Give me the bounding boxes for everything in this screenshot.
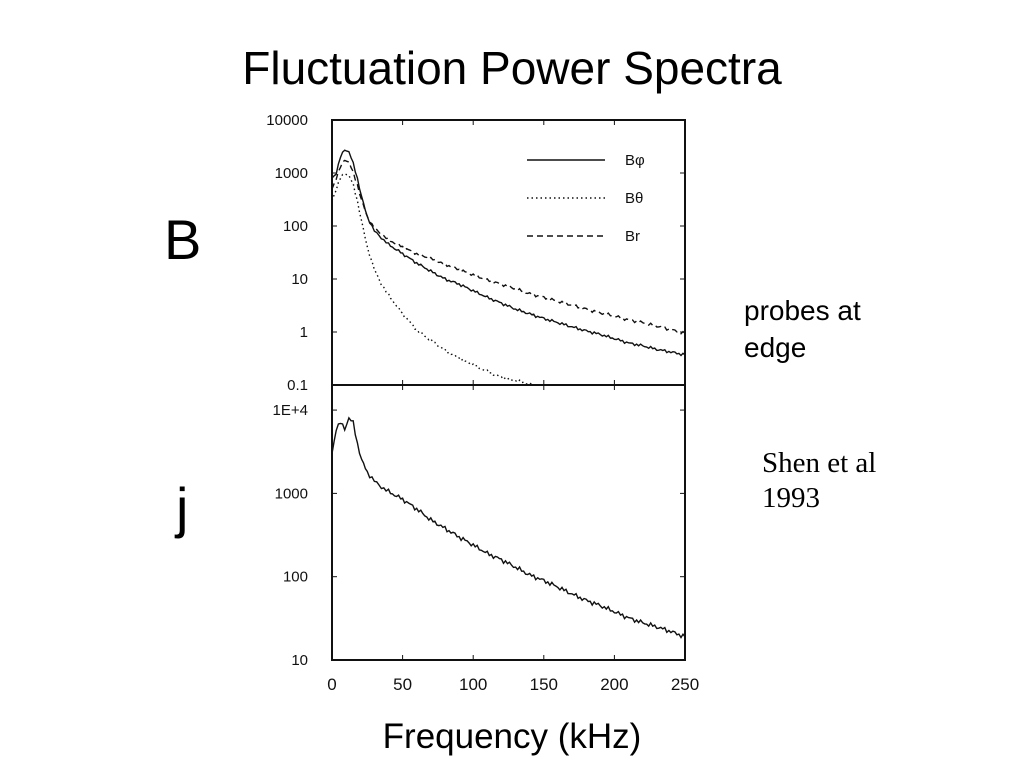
y-tick-label-j-1: 1000 <box>275 485 308 502</box>
y-tick-label-j-2: 100 <box>283 569 308 586</box>
y-tick-label-b-4: 1 <box>300 324 308 341</box>
x-tick-label-2: 100 <box>459 675 487 694</box>
y-tick-label-b-3: 10 <box>291 271 308 288</box>
citation: Shen et al 1993 <box>762 446 962 516</box>
legend-label-1: Bθ <box>625 190 643 207</box>
probe-note: probes at edge <box>744 292 944 366</box>
y-tick-label-b-0: 10000 <box>266 112 308 129</box>
x-tick-label-3: 150 <box>530 675 558 694</box>
y-tick-label-j-3: 10 <box>291 652 308 669</box>
x-axis-title: Frequency (kHz) <box>382 717 642 756</box>
series-line-b-2 <box>331 159 686 335</box>
citation-authors: Shen et al <box>762 447 877 479</box>
y-tick-label-b-5: 0.1 <box>287 377 308 394</box>
plot-frame-j <box>331 384 686 661</box>
x-tick-label-0: 0 <box>327 675 336 694</box>
slide-title: Fluctuation Power Spectra <box>242 42 782 94</box>
citation-year: 1993 <box>762 482 820 514</box>
x-tick-label-5: 250 <box>671 675 699 694</box>
y-tick-label-j-0: 1E+4 <box>273 402 308 419</box>
legend-label-2: Br <box>625 228 640 245</box>
x-tick-label-4: 200 <box>600 675 628 694</box>
probe-note-line2: edge <box>744 332 807 363</box>
probe-note-line1: probes at <box>744 295 861 326</box>
series-line-j-0 <box>331 416 686 639</box>
series-line-b-0 <box>331 149 686 357</box>
y-tick-label-b-2: 100 <box>283 218 308 235</box>
legend-label-0: Bφ <box>625 152 645 169</box>
series-line-b-1 <box>331 173 534 386</box>
y-tick-label-b-1: 1000 <box>275 165 308 182</box>
panel-label-j: j <box>176 476 189 539</box>
panel-label-b: B <box>164 208 202 271</box>
x-tick-label-1: 50 <box>393 675 412 694</box>
